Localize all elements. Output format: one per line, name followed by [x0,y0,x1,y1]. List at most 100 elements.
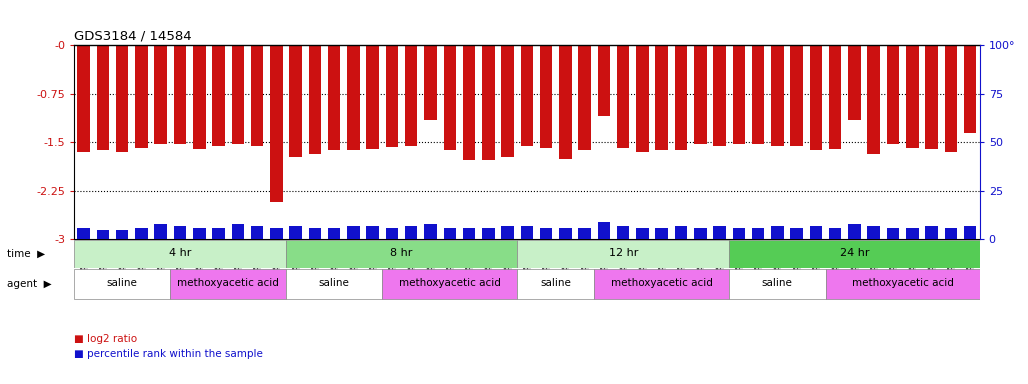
Bar [289,226,302,239]
Bar [74,269,171,299]
Bar [597,45,611,116]
Bar [829,228,842,239]
Bar [751,228,765,239]
Bar [347,45,360,150]
Bar [443,45,456,150]
Bar [193,45,206,149]
Bar [251,45,263,146]
Bar [520,226,534,239]
Bar [925,45,938,149]
Bar [97,45,109,150]
Bar [386,45,398,147]
Text: time  ▶: time ▶ [7,249,45,259]
Bar [636,228,649,239]
Bar [251,226,263,239]
Bar [193,228,206,239]
Bar [405,226,417,239]
Bar [328,45,340,150]
Bar [463,228,475,239]
Bar [868,45,880,154]
Bar [694,45,706,144]
Bar [154,45,167,144]
Bar [425,45,437,120]
Bar [270,45,283,202]
Bar [729,269,825,299]
Bar [286,240,517,268]
Bar [443,228,456,239]
Bar [868,226,880,239]
Bar [887,45,900,144]
Bar [848,224,860,239]
Bar [945,45,957,152]
Text: 8 hr: 8 hr [391,248,413,258]
Bar [964,226,977,239]
Bar [289,45,302,157]
Bar [174,45,186,144]
Text: ■ percentile rank within the sample: ■ percentile rank within the sample [74,349,263,359]
Text: 4 hr: 4 hr [169,248,191,258]
Bar [810,226,822,239]
Bar [825,269,980,299]
Text: saline: saline [541,278,572,288]
Bar [77,45,89,152]
Bar [674,45,688,150]
Bar [945,228,957,239]
Bar [482,45,494,161]
Bar [733,45,745,144]
Bar [77,228,89,239]
Bar [656,45,668,150]
Bar [791,228,803,239]
Bar [713,45,726,146]
Bar [733,228,745,239]
Bar [425,224,437,239]
Bar [540,228,552,239]
Bar [308,45,321,154]
Text: methoxyacetic acid: methoxyacetic acid [177,278,280,288]
Bar [771,226,783,239]
Bar [925,226,938,239]
Text: saline: saline [319,278,350,288]
Text: agent  ▶: agent ▶ [7,279,51,289]
Bar [829,45,842,149]
Bar [617,226,629,239]
Text: 12 hr: 12 hr [609,248,638,258]
Bar [559,228,572,239]
Bar [174,226,186,239]
Bar [136,45,148,147]
Bar [405,45,417,146]
Bar [791,45,803,146]
Bar [502,226,514,239]
Bar [594,269,729,299]
Text: saline: saline [107,278,138,288]
Bar [286,269,382,299]
Text: GDS3184 / 14584: GDS3184 / 14584 [74,30,191,43]
Bar [540,45,552,147]
Bar [656,228,668,239]
Bar [559,45,572,159]
Bar [848,45,860,120]
Bar [964,45,977,132]
Bar [116,230,128,239]
Bar [171,269,286,299]
Text: saline: saline [762,278,793,288]
Bar [328,228,340,239]
Bar [520,45,534,146]
Bar [136,228,148,239]
Text: ■ log2 ratio: ■ log2 ratio [74,334,137,344]
Bar [694,228,706,239]
Bar [906,45,918,147]
Bar [382,269,517,299]
Bar [347,226,360,239]
Bar [636,45,649,152]
Bar [308,228,321,239]
Bar [97,230,109,239]
Bar [231,224,244,239]
Bar [116,45,128,152]
Text: methoxyacetic acid: methoxyacetic acid [399,278,501,288]
Bar [751,45,765,144]
Bar [463,45,475,161]
Bar [212,45,225,146]
Bar [386,228,398,239]
Bar [74,240,286,268]
Bar [597,222,611,239]
